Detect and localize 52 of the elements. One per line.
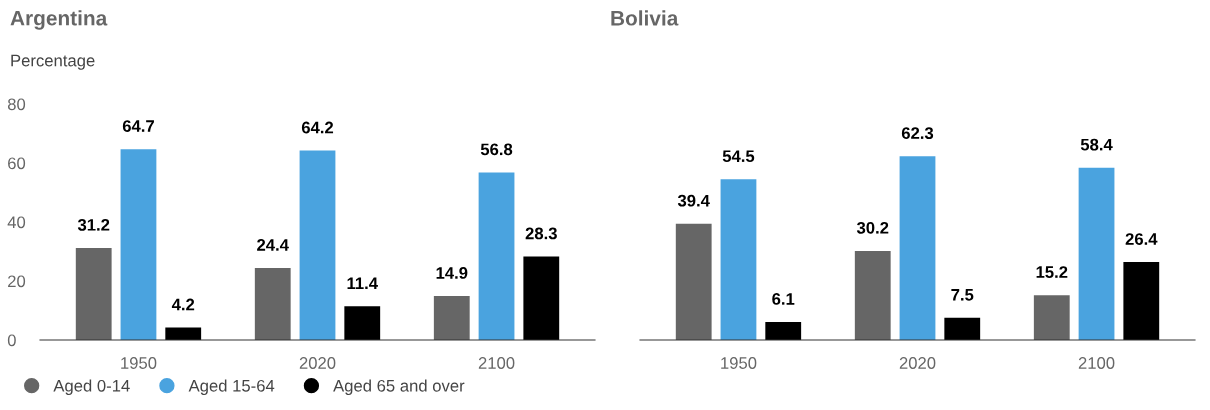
bar xyxy=(1033,295,1070,340)
data-label: 4.2 xyxy=(171,298,195,311)
bar xyxy=(75,247,112,340)
bar xyxy=(523,256,560,340)
y-tick-label: 80 xyxy=(7,98,26,111)
chart-title: Bolivia xyxy=(611,10,679,26)
bar xyxy=(120,149,157,340)
legend-label: Aged 65 and over xyxy=(333,379,465,395)
data-label: 64.2 xyxy=(301,121,334,134)
x-tick-label: 1950 xyxy=(121,357,157,369)
y-tick-label: 20 xyxy=(8,275,26,288)
x-tick-label: 2100 xyxy=(478,357,515,369)
data-label: 39.4 xyxy=(677,194,710,207)
bar xyxy=(854,250,891,340)
bar xyxy=(1078,167,1115,340)
bar xyxy=(254,268,291,340)
bar xyxy=(299,150,336,340)
bar xyxy=(478,172,515,340)
bar xyxy=(675,223,712,340)
bar xyxy=(1123,262,1160,340)
data-label: 6.1 xyxy=(772,293,795,305)
data-label: 54.5 xyxy=(722,150,755,163)
data-label: 7.5 xyxy=(951,289,974,301)
data-label: 58.4 xyxy=(1080,138,1113,151)
y-tick-label: 60 xyxy=(8,157,26,170)
data-label: 31.2 xyxy=(77,218,110,231)
data-label: 11.4 xyxy=(347,277,378,290)
bar xyxy=(944,317,981,340)
chart-title: Argentina xyxy=(10,10,108,30)
y-tick-label: 40 xyxy=(7,216,26,229)
bar xyxy=(433,296,470,340)
data-label: 28.3 xyxy=(525,227,557,240)
data-label: 62.3 xyxy=(901,127,934,140)
data-label: 56.8 xyxy=(480,143,513,156)
legend-label: Aged 0-14 xyxy=(53,379,130,395)
data-label: 26.4 xyxy=(1125,233,1158,245)
bar xyxy=(344,306,381,340)
legend-label: Aged 15-64 xyxy=(188,379,275,395)
y-tick-label: 0 xyxy=(7,334,16,347)
x-tick-label: 2020 xyxy=(899,357,936,369)
y-axis-title: Percentage xyxy=(11,54,95,70)
data-label: 24.4 xyxy=(257,239,289,251)
data-label: 14.9 xyxy=(436,267,468,279)
bar xyxy=(899,156,936,340)
x-tick-label: 1950 xyxy=(721,357,757,369)
bar xyxy=(720,179,757,340)
data-label: 30.2 xyxy=(856,221,889,234)
bar xyxy=(765,322,802,340)
x-tick-label: 2020 xyxy=(299,357,336,369)
data-label: 64.7 xyxy=(122,120,154,132)
data-label: 15.2 xyxy=(1036,266,1068,278)
x-tick-label: 2100 xyxy=(1078,357,1115,369)
